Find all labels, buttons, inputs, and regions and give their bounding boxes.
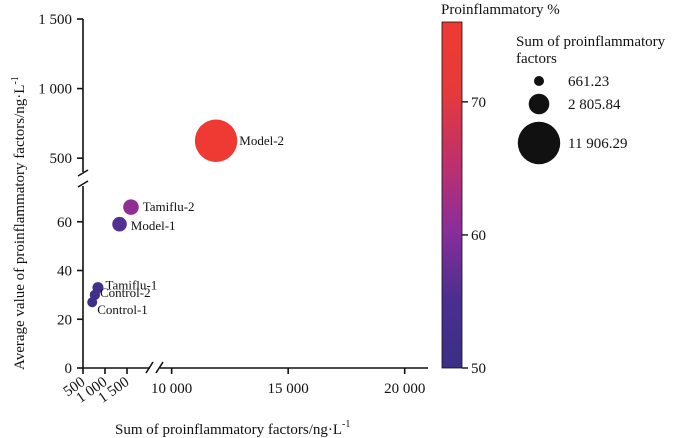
y-tick-label: 1 000 [38, 82, 72, 98]
data-point-label: Tamiflu-1 [105, 278, 157, 293]
size-legend-bubble [517, 121, 561, 165]
y-tick-label: 0 [65, 361, 73, 377]
colorbar-title: Proinflammatory % [441, 2, 560, 18]
data-point-model-1 [112, 216, 127, 232]
x-tick-label: 15 000 [268, 381, 309, 397]
size-legend-label: 11 906.29 [568, 136, 627, 152]
y-axis-title: Average value of proinflammatory factors… [10, 76, 28, 370]
size-legend: 661.23 2 805.84 11 906.29 [517, 74, 627, 165]
x-tick-label: 10 000 [151, 381, 192, 397]
data-point-label: Model-2 [239, 133, 284, 148]
size-legend-title-line1: Sum of proinflammatory [516, 34, 666, 50]
x-axis-break-mark [145, 361, 164, 374]
y-axis-break-mark [77, 169, 89, 188]
x-tick-label: 20 000 [384, 381, 425, 397]
size-legend-bubble [534, 76, 544, 86]
data-point-tamiflu-1 [92, 282, 104, 294]
y-tick-label: 20 [57, 312, 72, 328]
data-point-tamiflu-2 [123, 199, 139, 215]
data-point-label: Control-2 [100, 285, 151, 300]
colorbar-tick-label: 50 [471, 361, 486, 377]
data-point-label: Model-1 [131, 218, 176, 233]
x-axis-title: Sum of proinflammatory factors/ng·L-1 [115, 419, 350, 438]
size-legend-bubble [528, 93, 550, 115]
colorbar-ticks: 50 60 70 [462, 95, 486, 377]
colorbar [441, 21, 463, 369]
data-points [87, 119, 238, 308]
size-legend-label: 2 805.84 [568, 97, 621, 113]
y-tick-label: 500 [50, 151, 73, 167]
data-point-model-2 [194, 119, 238, 162]
colorbar-tick-label: 60 [471, 228, 486, 244]
size-legend-title-line2: factors [516, 51, 557, 67]
y-tick-label: 40 [57, 264, 72, 280]
y-tick-label: 60 [57, 215, 72, 231]
size-legend-label: 661.23 [568, 74, 609, 90]
y-tick-label: 1 500 [38, 12, 72, 28]
y-ticks: 0 20 40 60 500 1 000 1 500 [38, 12, 83, 377]
colorbar-tick-label: 70 [471, 95, 486, 111]
data-point-label: Tamiflu-2 [143, 199, 195, 214]
axes [77, 19, 428, 374]
data-point-label: Control-1 [97, 302, 148, 317]
